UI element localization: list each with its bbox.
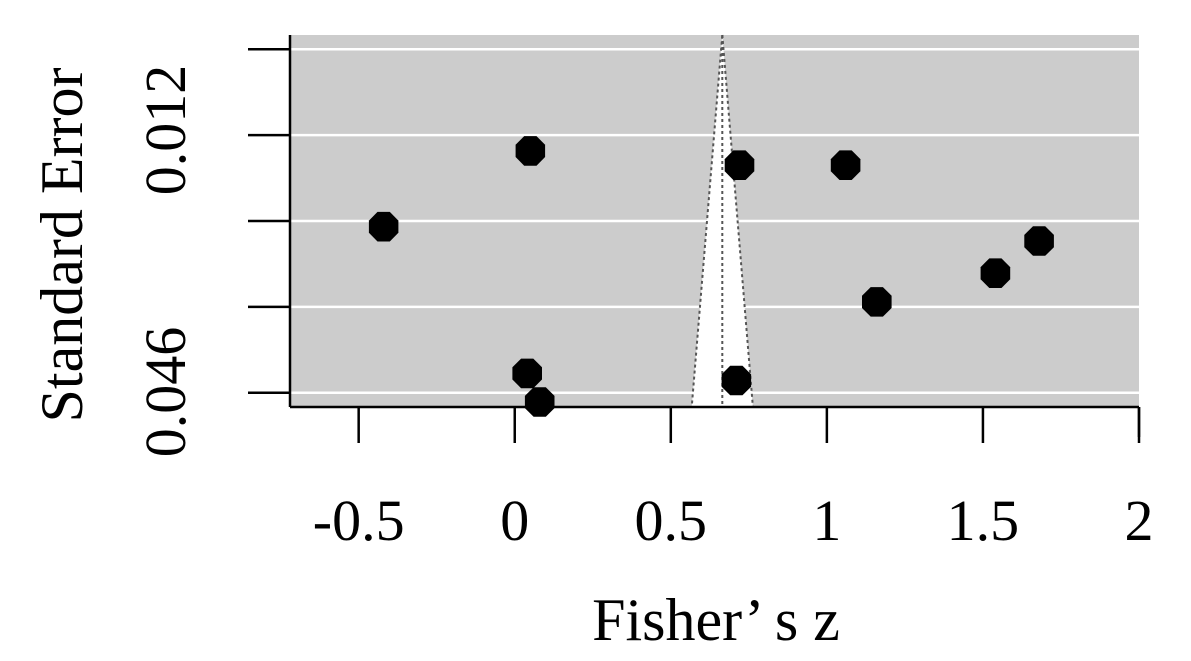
y-axis-title: Standard Error [29, 68, 95, 423]
y-axis: 0.012 0.046 [133, 35, 292, 458]
x-tick-label-2: 0.5 [635, 488, 708, 553]
data-point-3 [368, 211, 399, 242]
data-point-4 [1024, 226, 1054, 256]
data-point-5 [980, 258, 1011, 288]
data-point-9 [524, 387, 555, 417]
x-axis: -0.5 0 0.5 1 1.5 2 [290, 405, 1154, 553]
data-point-1 [724, 150, 755, 180]
y-tick-label-0: 0.012 [133, 65, 198, 196]
x-tick-label-4: 1.5 [947, 488, 1020, 553]
x-tick-label-0: -0.5 [313, 488, 405, 553]
data-point-0 [515, 136, 546, 166]
data-point-6 [862, 287, 892, 317]
x-tick-label-1: 0 [500, 488, 529, 553]
x-tick-label-5: 2 [1125, 488, 1154, 553]
x-tick-label-3: 1 [812, 488, 841, 553]
data-point-8 [721, 365, 752, 396]
x-axis-title: Fisher’ s z [592, 587, 840, 653]
data-point-7 [512, 358, 542, 389]
data-point-2 [830, 150, 861, 180]
y-tick-label-1: 0.046 [133, 327, 198, 458]
data-points [368, 136, 1054, 417]
